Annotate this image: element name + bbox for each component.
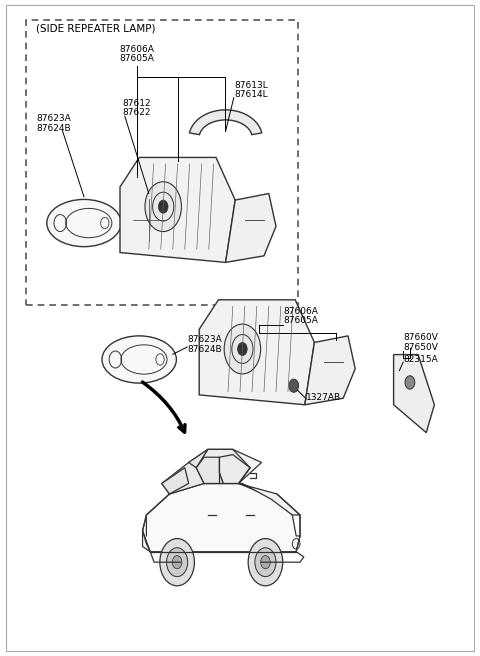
Text: 87606A: 87606A (283, 306, 318, 316)
Text: 87624B: 87624B (187, 344, 222, 354)
Text: 87623A: 87623A (36, 114, 71, 123)
Circle shape (261, 556, 270, 569)
Polygon shape (189, 449, 262, 483)
Text: 87613L: 87613L (234, 81, 268, 90)
Polygon shape (190, 110, 262, 134)
Polygon shape (196, 449, 250, 483)
Polygon shape (219, 455, 250, 483)
Circle shape (405, 376, 415, 389)
Polygon shape (226, 194, 276, 262)
Polygon shape (120, 157, 235, 262)
Text: (SIDE REPEATER LAMP): (SIDE REPEATER LAMP) (36, 24, 156, 33)
Polygon shape (394, 354, 434, 433)
Text: 87605A: 87605A (120, 54, 154, 63)
Circle shape (289, 379, 299, 392)
Polygon shape (162, 468, 189, 494)
Text: 1327AB: 1327AB (306, 393, 341, 402)
Circle shape (144, 214, 153, 226)
Circle shape (132, 196, 166, 243)
Circle shape (238, 342, 247, 356)
Text: 87650V: 87650V (403, 342, 438, 352)
Text: 87605A: 87605A (283, 316, 318, 325)
Polygon shape (162, 449, 208, 494)
Text: 87622: 87622 (122, 108, 151, 117)
Ellipse shape (102, 336, 176, 383)
Ellipse shape (47, 199, 121, 247)
Circle shape (248, 539, 283, 586)
Text: 87660V: 87660V (403, 333, 438, 342)
Text: 87614L: 87614L (234, 90, 268, 99)
Text: 82315A: 82315A (403, 355, 438, 364)
Circle shape (172, 556, 182, 569)
Circle shape (160, 539, 194, 586)
Polygon shape (239, 483, 300, 515)
Text: 87623A: 87623A (187, 335, 222, 344)
Circle shape (167, 548, 188, 577)
Circle shape (224, 324, 261, 374)
Text: 87606A: 87606A (120, 45, 154, 54)
Circle shape (145, 182, 181, 232)
Circle shape (255, 548, 276, 577)
Circle shape (158, 200, 168, 213)
Text: 87624B: 87624B (36, 123, 71, 133)
Bar (26, 20, 298, 305)
Polygon shape (196, 457, 223, 483)
Polygon shape (199, 300, 314, 405)
Polygon shape (305, 336, 355, 405)
Polygon shape (143, 483, 300, 552)
Text: 87612: 87612 (122, 99, 151, 108)
